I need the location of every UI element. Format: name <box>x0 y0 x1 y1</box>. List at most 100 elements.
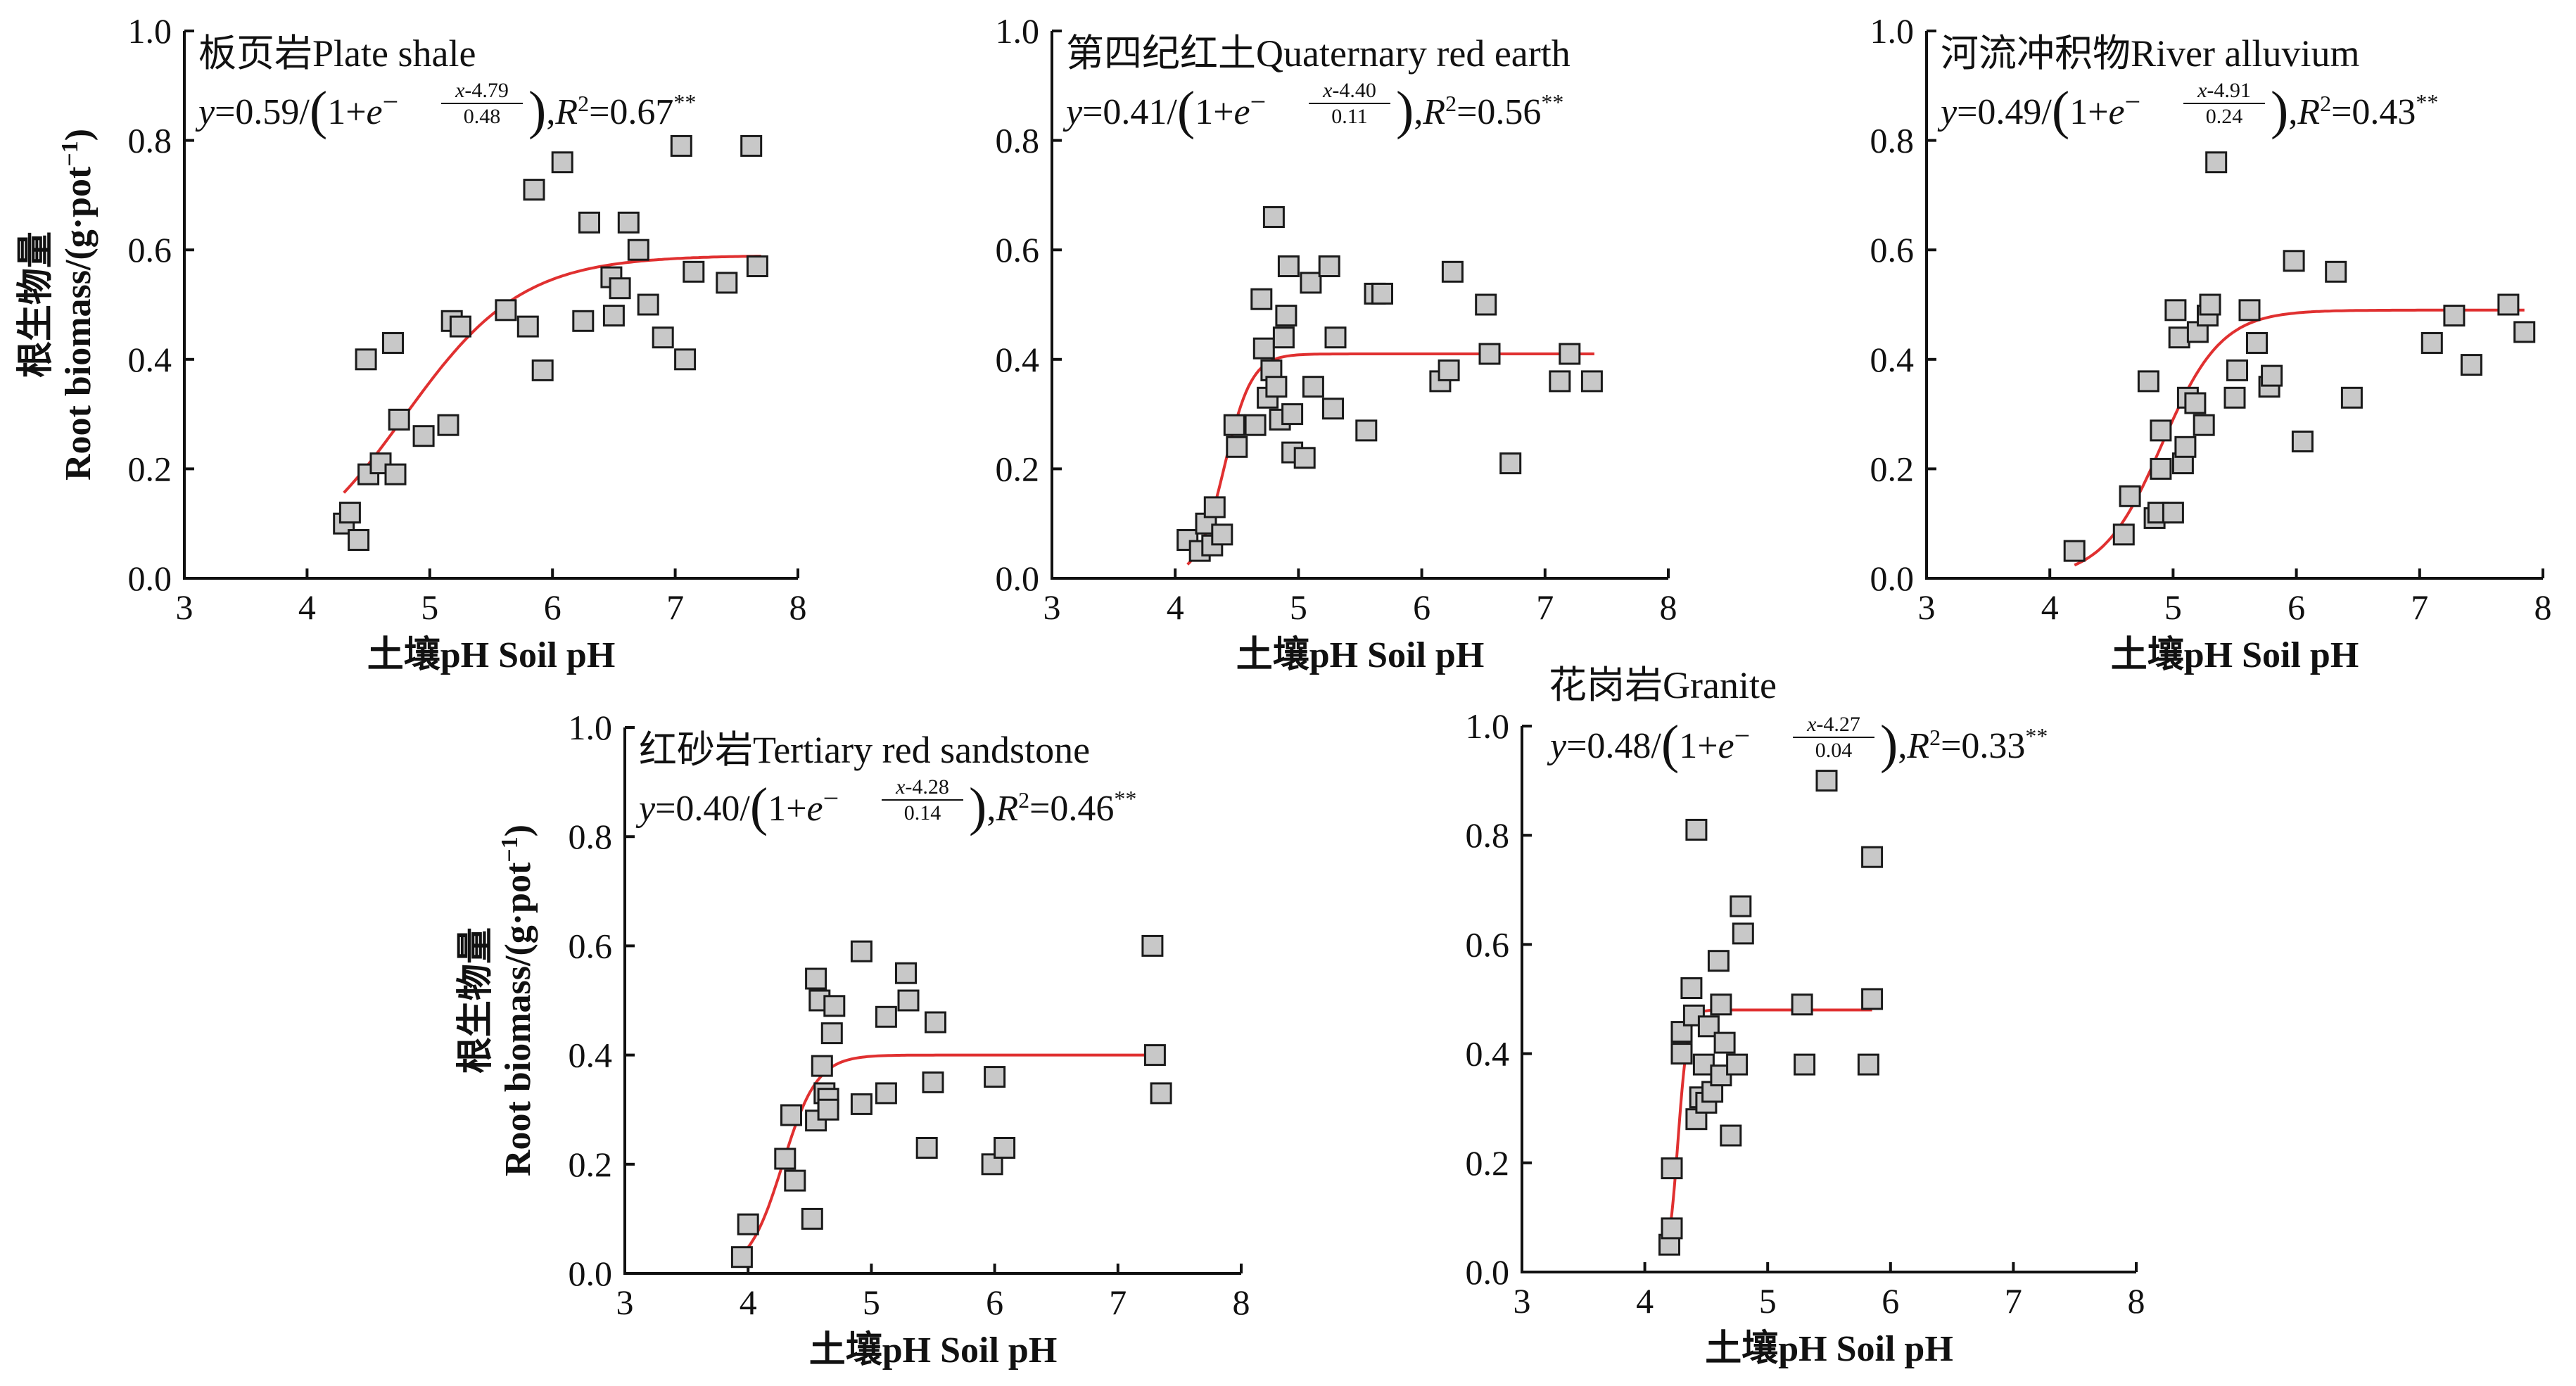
data-point <box>730 1246 753 1269</box>
data-point <box>2150 457 2172 480</box>
data-point <box>384 463 407 485</box>
data-point <box>1720 1124 1742 1147</box>
data-point <box>602 305 625 327</box>
eq-equals: = <box>215 92 235 132</box>
data-point <box>1211 523 1233 546</box>
data-point <box>1815 770 1838 792</box>
eq-slash: / <box>1167 92 1177 132</box>
eq-denominator: 0.04 <box>1815 739 1853 762</box>
data-point <box>2223 386 2246 409</box>
fit-curve <box>343 255 761 494</box>
eq-r: R <box>554 92 578 132</box>
data-point <box>551 151 573 174</box>
eq-y: y <box>1547 726 1567 766</box>
eq-r-sup: 2 <box>1929 725 1941 750</box>
data-point <box>1277 255 1300 277</box>
eq-r: R <box>995 789 1018 829</box>
eq-one: 1+ <box>1679 726 1718 766</box>
eq-equals: = <box>1957 92 1977 132</box>
fit-equation: y=0.59/(1+e− x-4.790.48),R2=0.67** <box>195 79 696 140</box>
data-point <box>2261 364 2283 387</box>
eq-e: e <box>1718 726 1734 766</box>
y-tick-label: 1.0 <box>1466 706 1510 746</box>
x-tick-label: 4 <box>2041 587 2059 627</box>
data-point <box>746 255 768 277</box>
eq-numerator: x-4.27 <box>1806 713 1860 736</box>
panel-tertiary-red-sandstone: 0.0 0.2 0.4 0.6 0.8 1.0 3 4 5 6 7 8 土壤pH Soil pH 红砂岩T… <box>569 708 1250 1371</box>
eq-significance: ** <box>1114 786 1136 811</box>
eq-c: -4.91 <box>2207 79 2251 102</box>
eq-equals: = <box>1566 726 1587 766</box>
eq-x: x <box>455 79 465 102</box>
data-point <box>1324 326 1347 349</box>
data-point <box>617 211 640 234</box>
eq-rparen: ) <box>1396 81 1414 140</box>
y-tick-label: 0.2 <box>569 1145 613 1184</box>
eq-equals-2: = <box>1029 789 1050 829</box>
y-tick-label: 0.0 <box>996 559 1040 598</box>
data-point <box>609 277 631 300</box>
data-point <box>674 348 697 371</box>
eq-a: 0.48 <box>1587 726 1651 766</box>
eq-denominator: 0.24 <box>2206 105 2243 128</box>
equation-lead: y=0.59/(1+e− <box>195 81 398 140</box>
eq-a: 0.49 <box>1977 92 2041 132</box>
data-point <box>1293 447 1316 469</box>
eq-minus: − <box>2125 86 2141 117</box>
data-point <box>2497 293 2520 316</box>
eq-minus: − <box>823 782 839 814</box>
y-tick-label: 0.0 <box>1870 559 1915 598</box>
data-point <box>740 134 763 157</box>
data-point <box>683 260 705 283</box>
eq-r2: 0.46 <box>1050 789 1114 829</box>
eq-c: -4.27 <box>1816 713 1860 736</box>
eq-y: y <box>1062 92 1083 132</box>
y-tick-label: 0.0 <box>1466 1252 1510 1292</box>
data-point <box>1322 398 1344 420</box>
data-point <box>670 134 692 157</box>
x-tick-label: 5 <box>421 587 438 627</box>
y-tick-label: 0.4 <box>1870 340 1915 379</box>
eq-comma: , <box>2288 92 2297 132</box>
data-point <box>357 463 380 485</box>
panel-title: 花岗岩Granite <box>1549 664 1777 706</box>
data-point <box>1730 895 1752 917</box>
eq-e: e <box>807 789 823 829</box>
data-point <box>1150 1082 1172 1105</box>
y-axis-title-cn: 根生物量 <box>15 231 56 378</box>
eq-equals: = <box>655 789 675 829</box>
data-point <box>1670 1043 1693 1065</box>
data-point <box>1250 288 1273 310</box>
data-point <box>2164 299 2187 322</box>
eq-lparen: ( <box>1177 81 1195 140</box>
data-point <box>1262 206 1285 228</box>
eq-rparen: ) <box>528 81 546 140</box>
eq-c: -4.40 <box>1332 79 1376 102</box>
eq-slash: / <box>1651 726 1661 766</box>
eq-rparen: ) <box>969 777 986 837</box>
equation-tail: ),R2=0.56** <box>1396 81 1563 140</box>
data-point <box>2205 151 2228 174</box>
data-point <box>823 995 846 1017</box>
eq-comma: , <box>546 92 555 132</box>
x-tick-label: 8 <box>1660 587 1677 627</box>
x-axis-title: 土壤pH Soil pH <box>1236 635 1485 675</box>
x-axis-title: 土壤pH Soil pH <box>1705 1328 1953 1369</box>
x-tick-label: 6 <box>1882 1281 1899 1321</box>
eq-slash: / <box>740 789 750 829</box>
data-point <box>875 1082 897 1105</box>
x-axis-title: 土壤pH Soil pH <box>809 1330 1058 1371</box>
eq-minus: − <box>1250 86 1267 117</box>
data-point <box>2291 431 2314 452</box>
data-point <box>1680 977 1703 999</box>
data-point <box>780 1104 802 1126</box>
data-point <box>2174 435 2197 458</box>
eq-r-sup: 2 <box>1018 787 1029 813</box>
data-point <box>2162 502 2184 524</box>
data-point <box>1355 419 1378 442</box>
data-point <box>2325 260 2347 283</box>
y-tick-label: 0.2 <box>996 449 1040 488</box>
data-point <box>1281 403 1304 426</box>
data-point <box>2283 250 2305 272</box>
eq-equals: = <box>1082 92 1103 132</box>
